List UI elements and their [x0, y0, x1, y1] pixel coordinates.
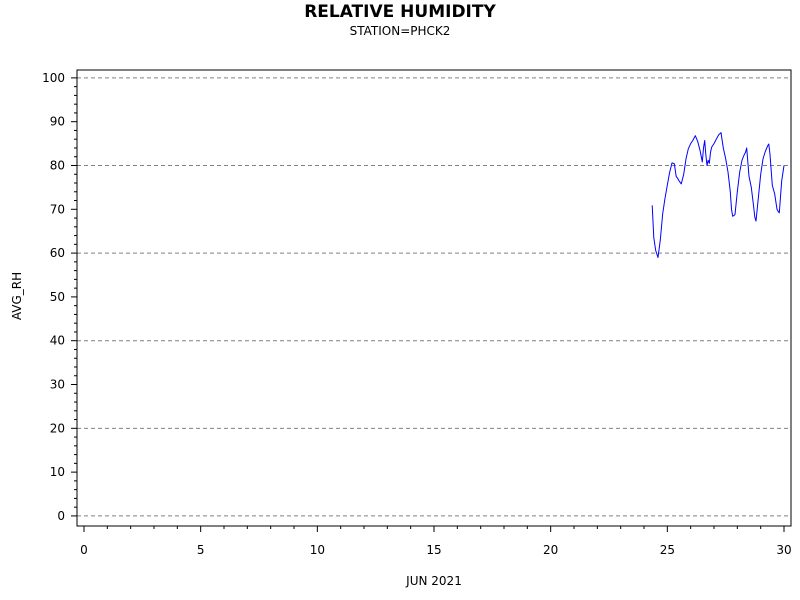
y-tick-label: 40 — [50, 334, 65, 348]
x-tick-label: 10 — [310, 543, 325, 557]
y-tick-label: 100 — [42, 71, 65, 85]
y-axis: 0 10 20 30 40 50 60 70 80 90 100 — [42, 71, 77, 523]
y-tick-label: 10 — [50, 465, 65, 479]
grid-lines — [77, 77, 791, 517]
x-tick-label: 30 — [776, 543, 791, 557]
plot-frame — [76, 69, 792, 527]
chart-subtitle: STATION=PHCK2 — [350, 24, 451, 38]
x-axis-label: JUN 2021 — [405, 574, 462, 588]
x-tick-label: 5 — [197, 543, 205, 557]
x-tick-label: 25 — [660, 543, 675, 557]
series-line — [651, 132, 785, 258]
x-tick-label: 0 — [80, 543, 88, 557]
series-layer — [651, 132, 785, 258]
chart-title: RELATIVE HUMIDITY — [304, 2, 496, 22]
x-tick-label: 20 — [543, 543, 558, 557]
y-tick-label: 30 — [50, 378, 65, 392]
y-tick-label: 0 — [57, 509, 65, 523]
y-tick-label: 80 — [50, 158, 65, 172]
y-tick-label: 20 — [50, 421, 65, 435]
y-tick-label: 70 — [50, 202, 65, 216]
y-tick-label: 90 — [50, 115, 65, 129]
y-tick-label: 60 — [50, 246, 65, 260]
x-tick-label: 15 — [426, 543, 441, 557]
y-tick-label: 50 — [50, 290, 65, 304]
x-axis: 0 5 10 15 20 25 30 — [80, 526, 792, 557]
y-axis-label: AVG_RH — [10, 272, 24, 320]
